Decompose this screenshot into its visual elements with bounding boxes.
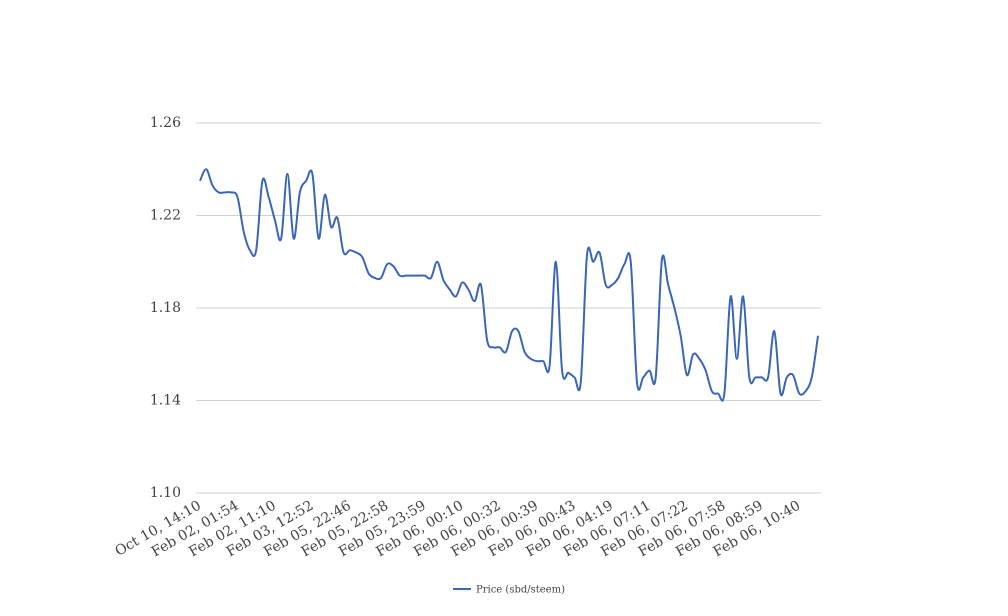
y-tick-label: 1.22 xyxy=(150,208,181,224)
y-tick-label: 1.18 xyxy=(150,300,181,316)
legend-label: Price (sbd/steem) xyxy=(476,585,565,596)
y-tick-label: 1.26 xyxy=(150,115,181,131)
y-tick-label: 1.14 xyxy=(150,393,181,409)
price-line xyxy=(199,168,819,402)
y-tick-label: 1.10 xyxy=(150,485,181,501)
